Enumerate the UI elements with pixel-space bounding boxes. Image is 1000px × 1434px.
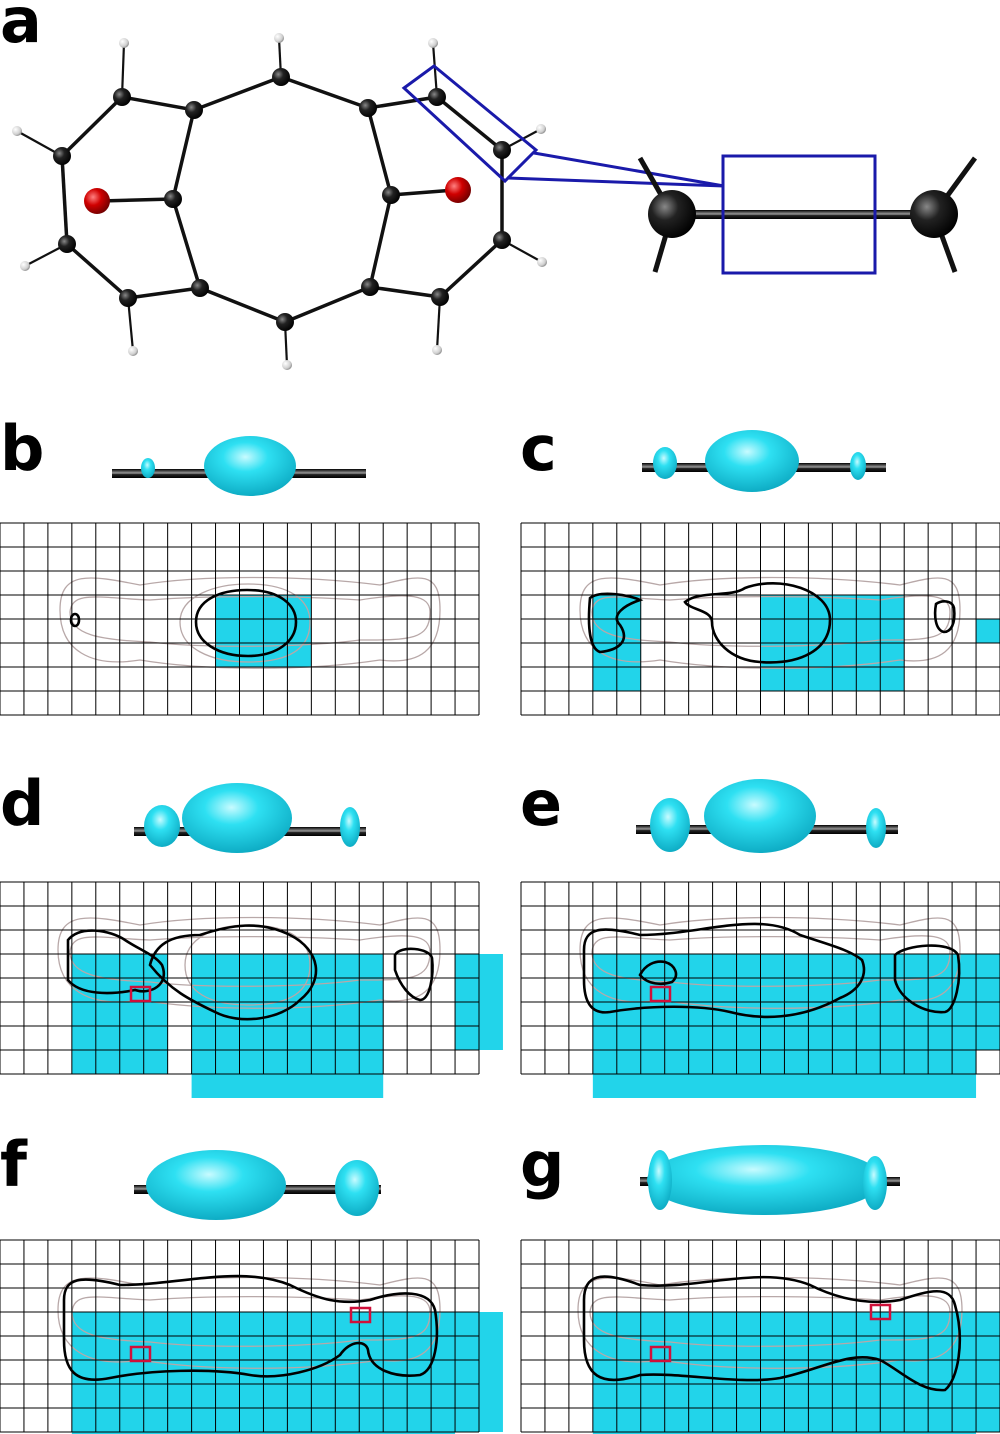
bond-highlight-box [401, 64, 725, 188]
isosurface-lobe [863, 1156, 887, 1210]
isosurface-lobe [182, 783, 292, 853]
isosurface-render [112, 436, 366, 496]
isosurface-contour [66, 929, 166, 995]
isosurface-lobe [704, 779, 816, 853]
grid-lines [0, 522, 480, 716]
isosurface-contour [69, 612, 81, 628]
isosurface-render [134, 783, 366, 853]
contour-line [69, 935, 431, 987]
isosurface-lobe [650, 798, 690, 852]
isosurface-contour [393, 947, 434, 1002]
isosurface-contour [62, 1274, 439, 1381]
panel-d: d [0, 767, 503, 1098]
panel-b: b [0, 412, 480, 716]
isosurface-contour [194, 588, 298, 658]
isosurface-lobe [144, 805, 180, 847]
bond-zoom [637, 154, 978, 275]
isosurface-lobe [146, 1150, 286, 1220]
panel-c: c [520, 412, 1000, 716]
panel-label-e: e [520, 767, 562, 840]
panel-f: f [0, 1128, 503, 1434]
isosurface-contour [893, 944, 961, 1014]
isosurface-lobe [653, 447, 677, 479]
panel-a: a [0, 0, 978, 370]
isosurface-lobe [850, 452, 866, 480]
contour-line [69, 595, 431, 647]
isosurface-render [640, 1145, 900, 1215]
grid-lines [0, 881, 480, 1075]
isosurface-contour [638, 960, 678, 986]
critical-cell [349, 1306, 372, 1324]
isosurface-contour [683, 582, 832, 664]
isosurface-lobe [204, 436, 296, 496]
critical-cell [869, 1303, 892, 1321]
critical-cell [649, 1345, 672, 1363]
isosurface-render [636, 779, 898, 853]
carbon-atoms [53, 68, 511, 331]
density-grid [520, 1239, 1000, 1434]
panel-e: e [520, 767, 1000, 1098]
contour-line [179, 583, 311, 663]
isosurface-render [642, 430, 886, 492]
panel-label-g: g [520, 1128, 564, 1201]
critical-cell [649, 985, 672, 1003]
panel-label-b: b [0, 412, 44, 485]
density-grid [0, 1239, 503, 1434]
critical-cell [129, 1345, 152, 1363]
isosurface-lobe [335, 1160, 379, 1216]
panel-label-f: f [0, 1128, 28, 1201]
isosurface-lobe [647, 1145, 883, 1215]
density-grid [0, 522, 480, 716]
contour-line [591, 595, 951, 647]
grid-lines [520, 522, 1000, 716]
contour-line [59, 576, 441, 669]
critical-cell [129, 985, 152, 1003]
filled-cells [976, 619, 1000, 643]
density-grid [520, 522, 1000, 716]
isosurface-lobe [866, 808, 886, 848]
grid-lines [520, 1239, 1000, 1433]
grid-lines [0, 1239, 480, 1433]
isosurface-lobe [340, 807, 360, 847]
isosurface-render [134, 1150, 381, 1220]
isosurface-lobe [648, 1150, 672, 1210]
panel-g: g [520, 1128, 1000, 1434]
isosurface-contour [933, 600, 956, 634]
oxygen-atoms [84, 177, 471, 214]
grid-lines [520, 881, 1000, 1075]
isosurface-contour [148, 924, 318, 1021]
isosurface-lobe [141, 458, 155, 478]
isosurface-contour [582, 922, 866, 1019]
panel-label-c: c [520, 412, 557, 485]
density-grid [0, 881, 503, 1098]
panel-label-a: a [0, 0, 42, 57]
isosurface-contour [587, 592, 644, 654]
isosurface-lobe [705, 430, 799, 492]
hydrogen-atoms [12, 33, 547, 370]
panels-b-to-g: b c d e f g [0, 412, 1000, 1434]
contour-line [579, 576, 961, 669]
density-grid [520, 881, 1000, 1098]
panel-label-d: d [0, 767, 44, 840]
filled-cells [976, 1312, 1000, 1432]
isosurface-contour [582, 1275, 962, 1392]
